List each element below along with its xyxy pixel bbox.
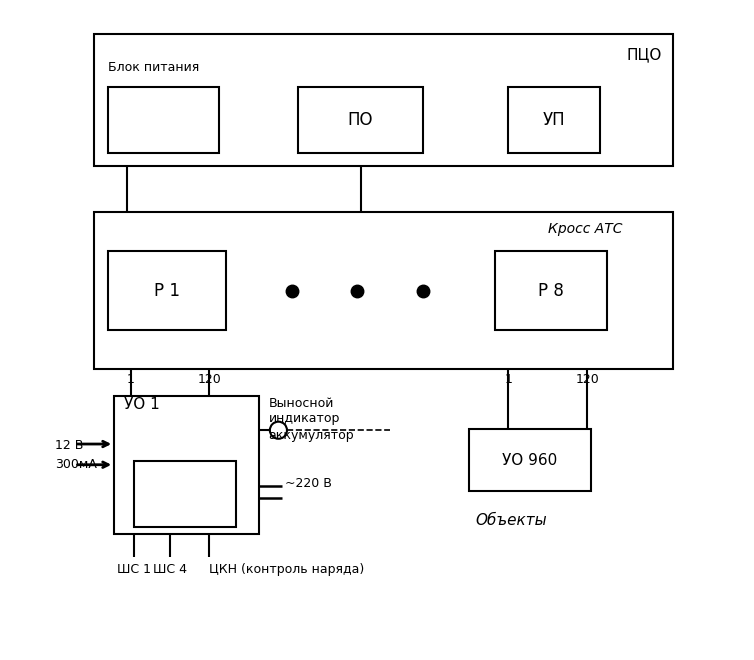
Text: УО 1: УО 1	[124, 397, 160, 412]
FancyBboxPatch shape	[108, 87, 219, 152]
Text: Выносной: Выносной	[268, 397, 334, 410]
FancyBboxPatch shape	[469, 428, 590, 491]
Text: 1: 1	[504, 373, 513, 385]
FancyBboxPatch shape	[108, 251, 226, 330]
Text: Р 1: Р 1	[154, 282, 179, 300]
Text: аккумулятор: аккумулятор	[268, 429, 354, 442]
Text: ШС 1: ШС 1	[117, 564, 151, 576]
Text: ПО: ПО	[348, 111, 373, 129]
FancyBboxPatch shape	[133, 461, 236, 527]
Text: ШС 4: ШС 4	[153, 564, 187, 576]
Text: Блок питания: Блок питания	[108, 61, 199, 73]
FancyBboxPatch shape	[298, 87, 423, 152]
Text: Объекты: Объекты	[476, 513, 547, 528]
Text: 120: 120	[198, 373, 221, 385]
FancyBboxPatch shape	[114, 396, 259, 534]
Text: индикатор: индикатор	[268, 412, 340, 425]
Text: 300мА: 300мА	[55, 457, 97, 471]
Text: ЦКН (контроль наряда): ЦКН (контроль наряда)	[210, 564, 365, 576]
FancyBboxPatch shape	[94, 212, 673, 370]
Text: УО 960: УО 960	[502, 453, 557, 468]
Text: Р 8: Р 8	[538, 282, 564, 300]
Text: ПЦО: ПЦО	[627, 48, 662, 63]
Text: ~220 В: ~220 В	[285, 477, 332, 490]
FancyBboxPatch shape	[508, 87, 600, 152]
Text: 1: 1	[127, 373, 134, 385]
Text: 12 В: 12 В	[55, 438, 84, 451]
Text: Кросс АТС: Кросс АТС	[548, 222, 622, 236]
Text: УП: УП	[543, 111, 566, 129]
FancyBboxPatch shape	[94, 34, 673, 166]
Text: 120: 120	[575, 373, 599, 385]
FancyBboxPatch shape	[495, 251, 607, 330]
